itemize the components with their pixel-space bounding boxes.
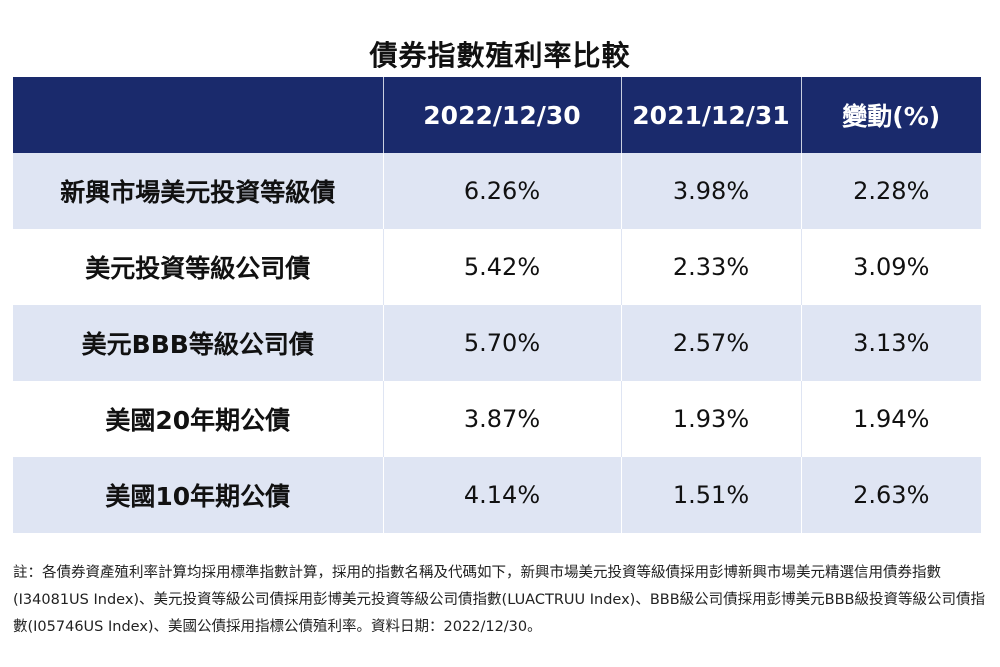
row-label: 新興市場美元投資等級債 xyxy=(13,153,383,229)
row-label: 美元BBB等級公司債 xyxy=(13,305,383,381)
table-row: 美國10年期公債 4.14% 1.51% 2.63% xyxy=(13,457,981,533)
cell-2022: 3.87% xyxy=(382,381,621,457)
row-label: 美元投資等級公司債 xyxy=(13,229,383,305)
table-row: 美元投資等級公司債 5.42% 2.33% 3.09% xyxy=(13,229,981,305)
cell-2022: 6.26% xyxy=(382,153,621,229)
table-row: 美元BBB等級公司債 5.70% 2.57% 3.13% xyxy=(13,305,981,381)
yield-comparison-table: 2022/12/30 2021/12/31 變動(%) 新興市場美元投資等級債 … xyxy=(13,77,981,533)
cell-2022: 5.42% xyxy=(382,229,621,305)
row-label: 美國10年期公債 xyxy=(13,457,383,533)
cell-change: 3.09% xyxy=(800,229,981,305)
page-title: 債券指數殖利率比較 xyxy=(369,39,631,72)
table-header-row: 2022/12/30 2021/12/31 變動(%) xyxy=(13,77,981,153)
cell-change: 1.94% xyxy=(800,381,981,457)
cell-2021: 1.93% xyxy=(620,381,801,457)
cell-change: 2.63% xyxy=(800,457,981,533)
cell-2021: 1.51% xyxy=(620,457,801,533)
header-cell-change: 變動(%) xyxy=(800,77,981,153)
header-cell-blank xyxy=(13,77,383,153)
header-cell-2022: 2022/12/30 xyxy=(382,77,621,153)
table-row: 新興市場美元投資等級債 6.26% 3.98% 2.28% xyxy=(13,153,981,229)
cell-2021: 3.98% xyxy=(620,153,801,229)
row-label: 美國20年期公債 xyxy=(13,381,383,457)
cell-change: 2.28% xyxy=(800,153,981,229)
cell-2021: 2.57% xyxy=(620,305,801,381)
cell-change: 3.13% xyxy=(800,305,981,381)
cell-2022: 4.14% xyxy=(382,457,621,533)
header-cell-2021: 2021/12/31 xyxy=(620,77,801,153)
table-row: 美國20年期公債 3.87% 1.93% 1.94% xyxy=(13,381,981,457)
cell-2022: 5.70% xyxy=(382,305,621,381)
cell-2021: 2.33% xyxy=(620,229,801,305)
footnote: 註：各債券資產殖利率計算均採用標準指數計算，採用的指數名稱及代碼如下，新興市場美… xyxy=(13,565,985,635)
